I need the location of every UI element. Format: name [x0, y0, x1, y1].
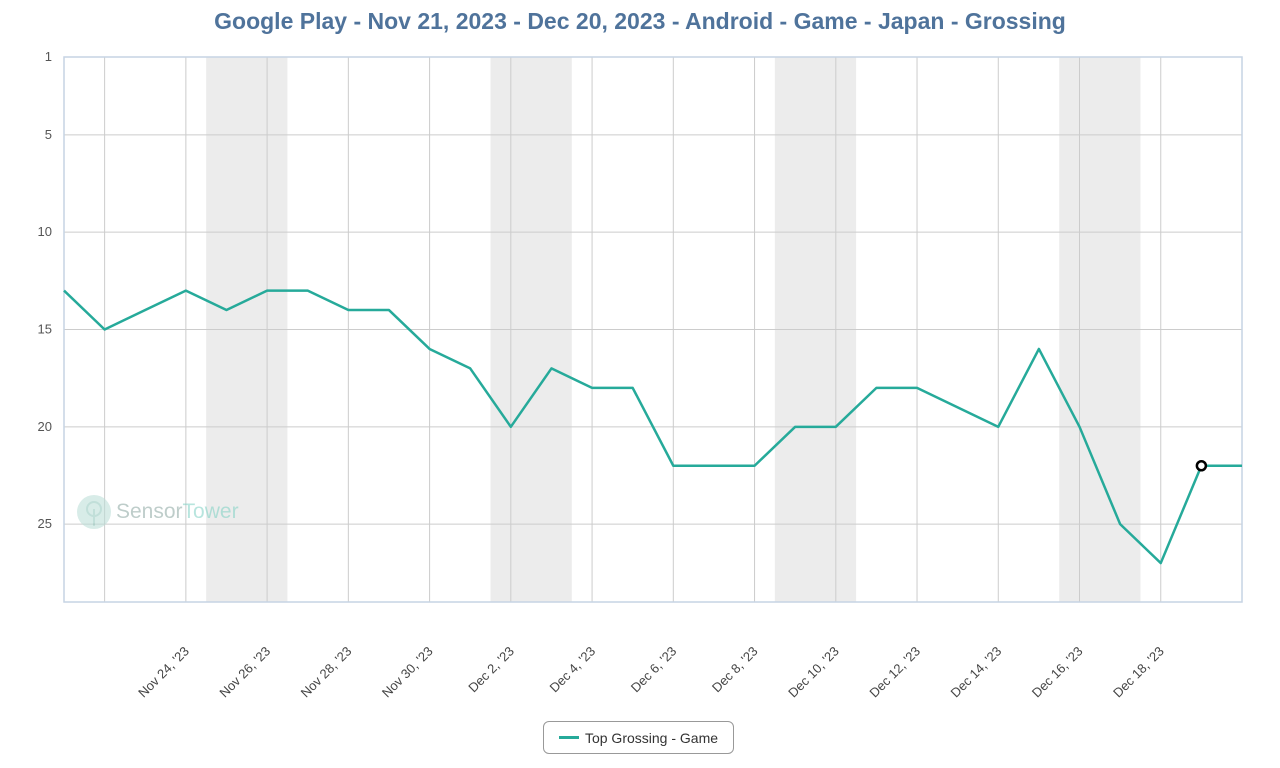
x-tick-label: Nov 26, '23: [216, 644, 273, 701]
x-tick-label: Dec 2, '23: [465, 644, 517, 696]
x-tick-label: Dec 12, '23: [866, 644, 923, 701]
series-line: [63, 289, 1242, 565]
series-group: [63, 289, 1242, 565]
x-tick-label: Dec 8, '23: [709, 644, 761, 696]
sensor-tower-logo-icon: [76, 494, 112, 530]
y-tick-label: 10: [38, 224, 52, 239]
x-tick-label: Nov 28, '23: [298, 644, 355, 701]
x-tick-label: Dec 14, '23: [948, 644, 1005, 701]
y-tick-label: 15: [38, 322, 52, 337]
legend-label: Top Grossing - Game: [584, 729, 719, 746]
legend-swatch: [558, 736, 579, 739]
x-tick-label: Nov 24, '23: [135, 644, 192, 701]
y-tick-label: 25: [38, 516, 52, 531]
x-tick-label: Dec 6, '23: [628, 644, 680, 696]
y-tick-label: 1: [45, 49, 52, 64]
plot-border: [63, 56, 1243, 603]
x-axis-ticks: Nov 24, '23 Nov 26, '23 Nov 28, '23 Nov 30,…: [135, 644, 1167, 701]
x-tick-label: Nov 30, '23: [379, 644, 436, 701]
watermark: SensorTower: [76, 492, 239, 532]
watermark-text: SensorTower: [116, 500, 239, 523]
x-tick-label: Dec 18, '23: [1110, 644, 1167, 701]
x-tick-label: Dec 16, '23: [1029, 644, 1086, 701]
highlighted-point-marker: [1195, 460, 1208, 472]
y-tick-label: 5: [45, 127, 52, 142]
chart-title: Google Play - Nov 21, 2023 - Dec 20, 202…: [214, 8, 1066, 34]
x-tick-label: Dec 4, '23: [546, 644, 598, 696]
legend[interactable]: Top Grossing - Game: [543, 721, 734, 754]
x-tick-label: Dec 10, '23: [785, 644, 842, 701]
y-tick-label: 20: [38, 419, 52, 434]
